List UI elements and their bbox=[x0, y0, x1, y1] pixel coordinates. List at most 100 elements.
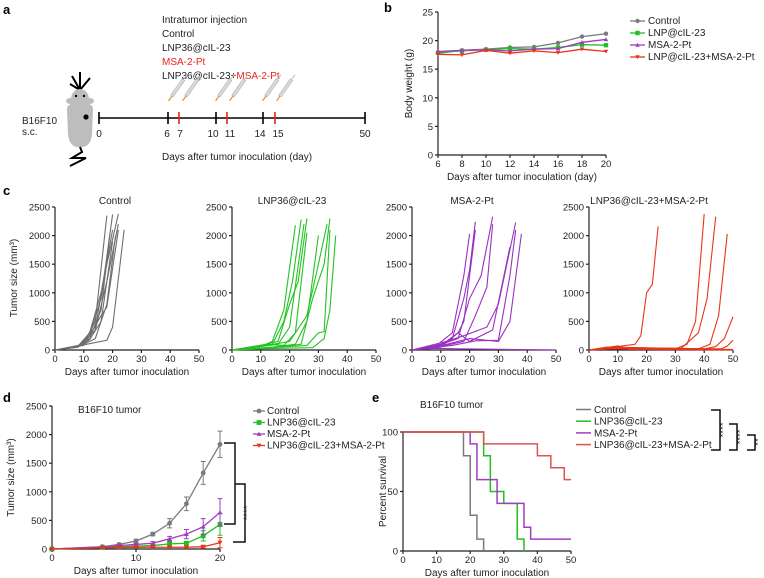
y-tick-label: 2500 bbox=[26, 402, 47, 413]
x-tick-label: 40 bbox=[342, 354, 353, 365]
series-3 bbox=[49, 537, 223, 552]
data-point bbox=[483, 48, 489, 53]
data-point bbox=[167, 545, 172, 550]
x-tick-label: 20 bbox=[464, 354, 475, 365]
subplot-title: LNP36@cIL-23 bbox=[258, 196, 327, 207]
data-point bbox=[635, 42, 640, 47]
x-tick-label: 0 bbox=[586, 354, 591, 365]
x-tick-label: 18 bbox=[577, 159, 588, 170]
panel-e-survival-chart: 0 10 20 30 40 50 0 50 100 Days after tumor inocul… bbox=[378, 400, 764, 578]
y-tick-label: 2000 bbox=[563, 231, 584, 242]
survival-curve bbox=[403, 431, 485, 551]
data-point bbox=[507, 51, 513, 56]
x-axis-label: Days after tumor inoculation bbox=[65, 367, 190, 378]
x-tick-label: 14 bbox=[529, 159, 540, 170]
y-tick-label: 0 bbox=[579, 346, 584, 357]
timeline-tick-label: 15 bbox=[272, 129, 284, 140]
mouse-icon bbox=[66, 72, 94, 167]
x-tick-label: 20 bbox=[215, 553, 226, 564]
panel-label-a: a bbox=[3, 2, 11, 17]
significance-stars: **** bbox=[735, 429, 746, 444]
group-combo: LNP36@cIL-23+MSA-2-Pt bbox=[162, 71, 280, 82]
y-tick-label: 0 bbox=[222, 346, 227, 357]
y-tick-label: 2500 bbox=[386, 203, 407, 214]
panel-a-schematic: Intratumor injection Control LNP36@cIL-2… bbox=[22, 15, 371, 167]
individual-tumor-curve bbox=[231, 229, 331, 351]
y-tick-label: 1000 bbox=[563, 288, 584, 299]
x-axis-label: Days after tumor inoculation bbox=[599, 367, 724, 378]
x-axis-label: Days after tumor inoculation bbox=[242, 367, 367, 378]
timeline-tick-label: 14 bbox=[254, 129, 266, 140]
timeline-tick-label: 11 bbox=[225, 129, 236, 140]
syringe-icon bbox=[276, 74, 296, 102]
legend-label: LNP36@cIL-23+MSA-2-Pt bbox=[267, 441, 385, 452]
x-tick-label: 30 bbox=[313, 354, 324, 365]
combo-suffix: MSA-2-Pt bbox=[236, 71, 280, 82]
x-tick-label: 6 bbox=[435, 159, 440, 170]
data-point bbox=[603, 49, 609, 54]
y-tick-label: 50 bbox=[387, 487, 398, 498]
y-tick-label: 1500 bbox=[386, 260, 407, 271]
series-3 bbox=[435, 47, 609, 58]
subplot-title: Control bbox=[99, 196, 131, 207]
x-tick-label: 50 bbox=[566, 555, 577, 566]
significance-stars: ** bbox=[753, 438, 764, 446]
x-tick-label: 0 bbox=[229, 354, 234, 365]
timeline-tick-label: 0 bbox=[96, 129, 102, 140]
individual-tumor-curve bbox=[231, 224, 328, 351]
y-tick-label: 1000 bbox=[29, 288, 50, 299]
x-tick-label: 0 bbox=[409, 354, 414, 365]
data-point bbox=[555, 46, 561, 51]
significance-bracket bbox=[747, 434, 756, 451]
x-tick-label: 50 bbox=[551, 354, 562, 365]
data-point bbox=[459, 48, 465, 53]
survival-curve bbox=[403, 431, 571, 540]
individual-tumor-curve bbox=[54, 215, 108, 351]
y-axis-label: Tumor size (mm³) bbox=[6, 438, 17, 517]
x-tick-label: 30 bbox=[499, 555, 510, 566]
individual-tumor-curve bbox=[231, 218, 331, 351]
data-point bbox=[435, 49, 441, 54]
data-point bbox=[133, 545, 139, 550]
x-tick-label: 30 bbox=[493, 354, 504, 365]
data-point bbox=[150, 540, 156, 546]
series-line bbox=[437, 48, 607, 56]
y-tick-label: 1500 bbox=[29, 260, 50, 271]
survival-curve bbox=[403, 431, 571, 481]
timeline: 0 6 7 10 11 14 15 50 bbox=[96, 74, 371, 140]
data-point bbox=[200, 524, 206, 529]
x-tick-label: 10 bbox=[431, 555, 442, 566]
data-point bbox=[184, 531, 189, 537]
y-tick-label: 20 bbox=[422, 36, 433, 47]
individual-tumor-curve bbox=[411, 246, 511, 351]
data-point bbox=[256, 408, 262, 414]
x-tick-label: 50 bbox=[371, 354, 382, 365]
y-axis-label: Tumor size (mm³) bbox=[9, 239, 20, 318]
syringe-icon bbox=[182, 74, 202, 102]
y-tick-label: 2000 bbox=[29, 231, 50, 242]
x-tick-label: 0 bbox=[49, 553, 54, 564]
x-tick-label: 10 bbox=[436, 354, 447, 365]
x-tick-label: 40 bbox=[165, 354, 176, 365]
individual-tumor-curve bbox=[411, 233, 471, 351]
data-point bbox=[579, 40, 585, 45]
data-point bbox=[184, 501, 189, 507]
y-tick-label: 1500 bbox=[206, 260, 227, 271]
data-point bbox=[459, 53, 465, 58]
y-tick-label: 0 bbox=[45, 346, 50, 357]
x-tick-label: 40 bbox=[532, 555, 543, 566]
survival-curve bbox=[403, 431, 525, 551]
timeline-tick-label: 7 bbox=[177, 129, 183, 140]
x-tick-label: 0 bbox=[52, 354, 57, 365]
x-tick-label: 10 bbox=[131, 553, 142, 564]
data-point bbox=[167, 520, 173, 526]
group-control: Control bbox=[162, 29, 194, 40]
significance-bracket bbox=[233, 483, 246, 543]
x-tick-label: 30 bbox=[670, 354, 681, 365]
data-point bbox=[167, 536, 172, 541]
panel-b-body-weight-chart: 6 8 10 12 14 16 18 20 0 5 10 15 20 25 Days after tumor… bbox=[404, 8, 755, 184]
